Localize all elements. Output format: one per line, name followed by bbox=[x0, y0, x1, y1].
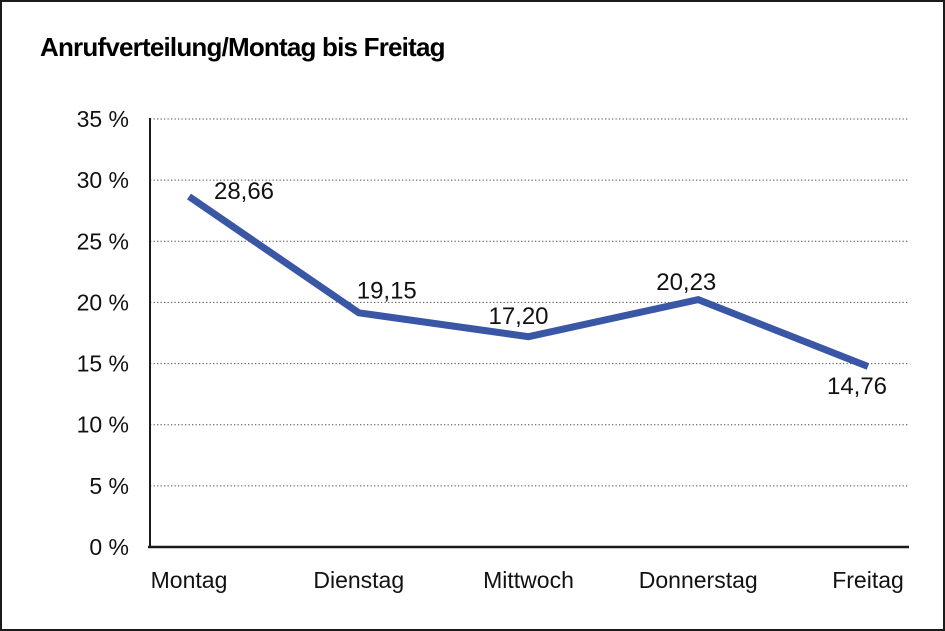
y-tick-label: 10 % bbox=[77, 412, 129, 438]
y-tick-label: 5 % bbox=[89, 473, 129, 499]
y-tick-label: 15 % bbox=[77, 351, 129, 377]
y-tick-label: 20 % bbox=[77, 289, 129, 315]
y-tick-label: 25 % bbox=[77, 228, 129, 254]
x-category-label: Dienstag bbox=[313, 567, 404, 593]
data-point-label: 19,15 bbox=[357, 277, 417, 304]
y-tick-label: 30 % bbox=[77, 167, 129, 193]
x-category-label: Freitag bbox=[832, 567, 904, 593]
y-tick-label: 0 % bbox=[89, 534, 129, 560]
x-category-label: Montag bbox=[151, 567, 228, 593]
x-category-label: Mittwoch bbox=[483, 567, 574, 593]
chart-title: Anrufverteilung/Montag bis Freitag bbox=[40, 32, 446, 62]
data-series-line bbox=[187, 193, 870, 370]
data-point-label: 20,23 bbox=[656, 269, 716, 296]
data-point-label: 17,20 bbox=[488, 303, 548, 330]
y-tick-label: 35 % bbox=[77, 106, 129, 132]
data-point-label: 14,76 bbox=[827, 373, 887, 400]
data-point-label: 28,66 bbox=[214, 178, 274, 205]
x-category-label: Donnerstag bbox=[639, 567, 758, 593]
